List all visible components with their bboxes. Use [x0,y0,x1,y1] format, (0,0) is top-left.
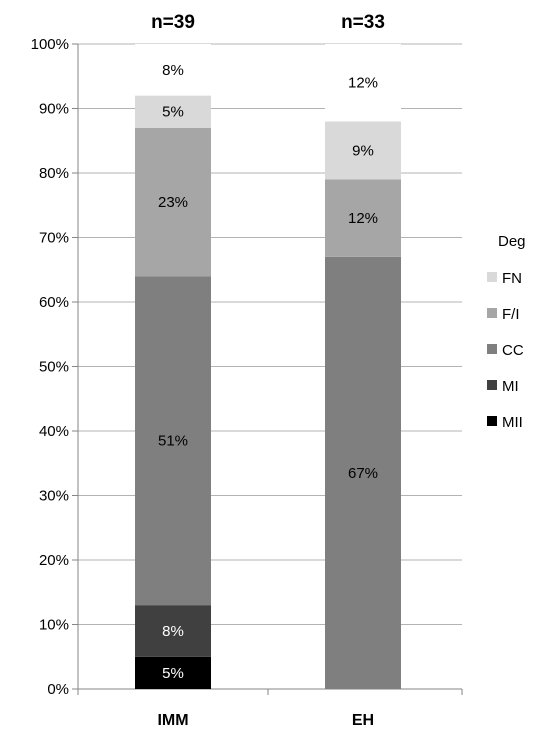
legend-entry-label: FN [502,270,522,287]
sample-size-label: n=39 [151,12,195,33]
data-label: 9% [352,142,374,159]
data-label: 5% [162,104,184,121]
bar-segment-unlabeled [135,44,211,96]
y-tick-label: 60% [39,294,69,311]
x-category-label: IMM [157,712,188,729]
bar-segment-fn [135,95,211,128]
legend-entry-label: MII [502,414,523,431]
data-label: 8% [162,62,184,79]
data-label: 8% [162,623,184,640]
legend-entry-label: MI [502,378,519,395]
legend-entry-label: F/I [502,306,520,323]
legend-swatch [487,308,497,318]
data-label: 67% [348,465,378,482]
y-tick-label: 20% [39,552,69,569]
data-label: 12% [348,75,378,92]
bars [135,44,401,689]
data-labels: 5% 8% 51% 23% 5% 8% 67% 12% 9% 12% [158,62,378,682]
bar-segment-fn [325,121,401,180]
bar-segment-unlabeled [325,44,401,122]
y-tick-label: 30% [39,488,69,505]
legend-entry-label: CC [502,342,524,359]
y-tick-label: 100% [31,36,69,53]
legend-swatch [487,416,497,426]
y-tick-label: 50% [39,359,69,376]
x-category-label: EH [352,712,374,729]
y-tick-label: 70% [39,230,69,247]
y-tick-label: 40% [39,423,69,440]
y-tick-label: 80% [39,165,69,182]
data-label: 51% [158,433,188,450]
bar-segment-cc [135,276,211,606]
data-label: 5% [162,665,184,682]
data-label: 23% [158,194,188,211]
bar-segment-cc [325,256,401,689]
bar-segment-mi [135,605,211,657]
bar-segment-f-i [135,127,211,277]
data-label: 12% [348,210,378,227]
legend-swatch [487,272,497,282]
sample-size-label: n=33 [341,12,385,33]
legend-swatch [487,344,497,354]
y-tick-label: 10% [39,617,69,634]
y-tick-label: 90% [39,101,69,118]
y-tick-label: 0% [47,681,69,698]
legend-title: Deg [498,233,526,250]
legend-swatch [487,380,497,390]
bar-segment-f-i [325,179,401,257]
axes: 0% 10% 20% 30% 40% 50% 60% 70% 80% 90% 100% IMM n=39… [31,12,463,729]
legend: Deg FN F/I CC MI MII [487,233,526,431]
bar-segment-mii [135,656,211,689]
